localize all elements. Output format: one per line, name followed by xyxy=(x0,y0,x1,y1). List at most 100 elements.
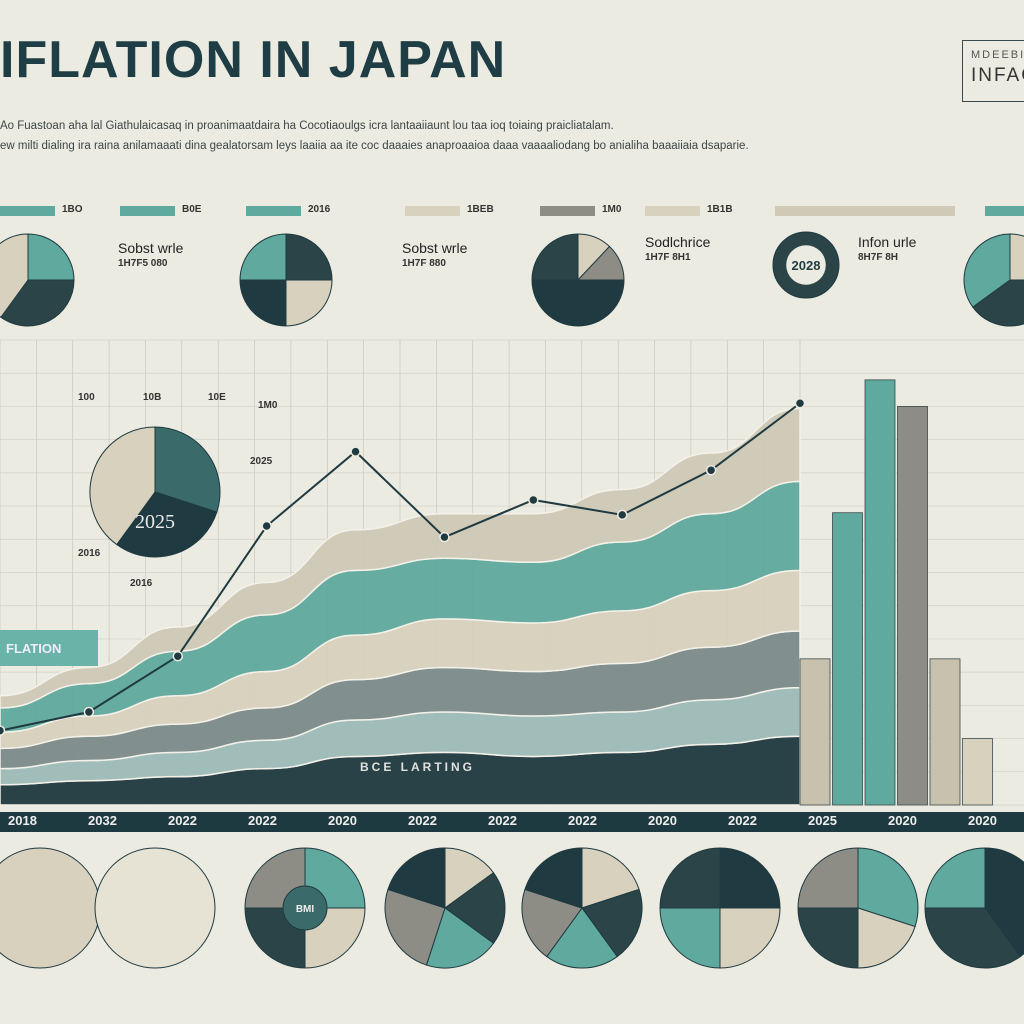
top-label-title: Sodlchrice xyxy=(645,234,711,250)
bottom-pie-4-slice xyxy=(387,847,446,909)
brand-badge: MDEEBI INFAC xyxy=(962,40,1024,102)
bottom-pie-5-slice xyxy=(581,847,640,909)
top-pie-5-slice xyxy=(963,233,1011,308)
bottom-pie-hole xyxy=(282,885,328,931)
bottom-pie-4-slice xyxy=(444,872,506,944)
x-tick-label: 2032 xyxy=(88,813,117,828)
bottom-pie-7-slice xyxy=(797,907,859,969)
top-pie-5 xyxy=(963,233,1024,327)
bottom-pie-8 xyxy=(924,847,1024,969)
x-axis-bar xyxy=(0,812,1024,832)
legend-chip xyxy=(405,206,460,216)
trend-point xyxy=(350,446,361,457)
top-label-title: Infon urle xyxy=(858,234,917,250)
top-label-sub: 1H7F5 080 xyxy=(118,258,168,269)
subtitle: Ao Fuastoan aha lal Giathulaicasaq in pr… xyxy=(0,116,780,156)
legend-chip-label: 2016 xyxy=(308,204,331,215)
top-pie-1-slice xyxy=(0,279,75,327)
page-title: IFLATION IN JAPAN xyxy=(0,31,507,89)
x-tick-label: 2020 xyxy=(648,813,677,828)
bottom-pie-2-slice xyxy=(94,847,216,969)
bottom-pie-1 xyxy=(0,847,101,969)
x-tick-label: 2022 xyxy=(488,813,517,828)
bottom-pie-6-slice xyxy=(659,847,721,909)
top-pie-2 xyxy=(239,233,333,327)
bottom-pie-7-slice xyxy=(797,847,859,909)
bottom-pie-4-slice xyxy=(384,888,446,966)
x-tick-label: 2022 xyxy=(728,813,757,828)
top-label-title: Sobst wrle xyxy=(402,240,468,256)
subtitle-line-2: ew milti dialing ira raina anilamaaati d… xyxy=(0,140,749,152)
legend-chip-label: 1M0 xyxy=(602,204,622,215)
x-tick-label: 2020 xyxy=(888,813,917,828)
x-tick-label: 2018 xyxy=(8,813,37,828)
trend-point xyxy=(705,464,717,476)
bottom-pie-7-slice xyxy=(857,847,919,928)
bottom-pie-5 xyxy=(521,847,643,969)
top-pie-2-slice xyxy=(239,233,287,281)
x-tick-label: 2022 xyxy=(248,813,277,828)
middle-pie xyxy=(89,426,221,558)
bar xyxy=(897,406,928,806)
legend-chip-label: B0E xyxy=(182,204,202,215)
trend-line xyxy=(0,402,801,732)
inflation-callout: FLATION xyxy=(0,630,98,666)
trend-point xyxy=(172,650,184,662)
annotation-label: 1M0 xyxy=(258,400,278,411)
top-pie-3-slice xyxy=(531,233,579,281)
trend-point xyxy=(528,494,539,506)
legend-chip-row: 1BO B0E 2016 1BEB 1M0 1B1B xyxy=(0,204,1024,220)
top-label-sub: 8H7F 8H xyxy=(858,252,899,263)
bottom-pie-5-slice xyxy=(524,847,583,909)
trend-point xyxy=(0,725,6,736)
x-tick-label: 2022 xyxy=(168,813,197,828)
legend-chip xyxy=(246,206,301,216)
middle-pie-slice xyxy=(89,426,156,546)
annotation-label: 2016 xyxy=(78,548,101,559)
top-pie-1 xyxy=(0,233,75,327)
legend-chip xyxy=(985,206,1024,216)
legend-chip-label: 1BO xyxy=(62,204,83,215)
annotation-label: 2016 xyxy=(130,578,153,589)
top-label-title: Sobst wrle xyxy=(118,240,184,256)
bottom-pie-4-slice xyxy=(425,907,495,969)
badge-line-1: MDEEBI xyxy=(971,49,1024,61)
top-pie-1-slice xyxy=(0,233,29,318)
x-tick-label: 2022 xyxy=(408,813,437,828)
legend-chip xyxy=(645,206,700,216)
bottom-pie-5-slice xyxy=(521,888,583,958)
legend-chip xyxy=(775,206,955,216)
trend-point xyxy=(616,509,628,521)
bottom-pie-6-slice xyxy=(719,847,781,909)
legend-chip xyxy=(120,206,175,216)
middle-pie-slice xyxy=(116,491,218,558)
top-pie-1-slice xyxy=(27,233,75,281)
bottom-pie-8-slice xyxy=(924,907,1021,969)
base-label: BCE LARTING xyxy=(360,760,475,774)
middle-pie-label: 2025 xyxy=(135,511,175,533)
legend-chip xyxy=(0,206,55,216)
top-pie-center-label: 2028 xyxy=(792,258,821,273)
bar xyxy=(962,738,993,806)
top-label-sub: 1H7F 8H1 xyxy=(645,252,691,263)
annotation-label: 2025 xyxy=(250,456,273,467)
x-tick-label: 2025 xyxy=(808,813,837,828)
top-pie-hole xyxy=(786,245,826,285)
annotation-label: 100 xyxy=(78,392,95,403)
bottom-pie-5-slice xyxy=(581,888,643,958)
top-label-sub: 1H7F 880 xyxy=(402,258,446,269)
legend-chip-label: 1B1B xyxy=(707,204,733,215)
annotation-label: 10B xyxy=(143,392,162,403)
middle-pie-slice xyxy=(154,426,221,513)
bottom-pie-2 xyxy=(94,847,216,969)
bottom-pie-center-label: BMI xyxy=(296,904,315,915)
bottom-pie-7 xyxy=(797,847,919,969)
bar xyxy=(799,658,831,806)
bottom-pie-4 xyxy=(384,847,506,969)
badge-line-2: INFAC xyxy=(971,65,1024,86)
trend-point xyxy=(83,706,95,718)
top-pie-3 xyxy=(531,233,625,327)
trend-point xyxy=(794,397,806,409)
